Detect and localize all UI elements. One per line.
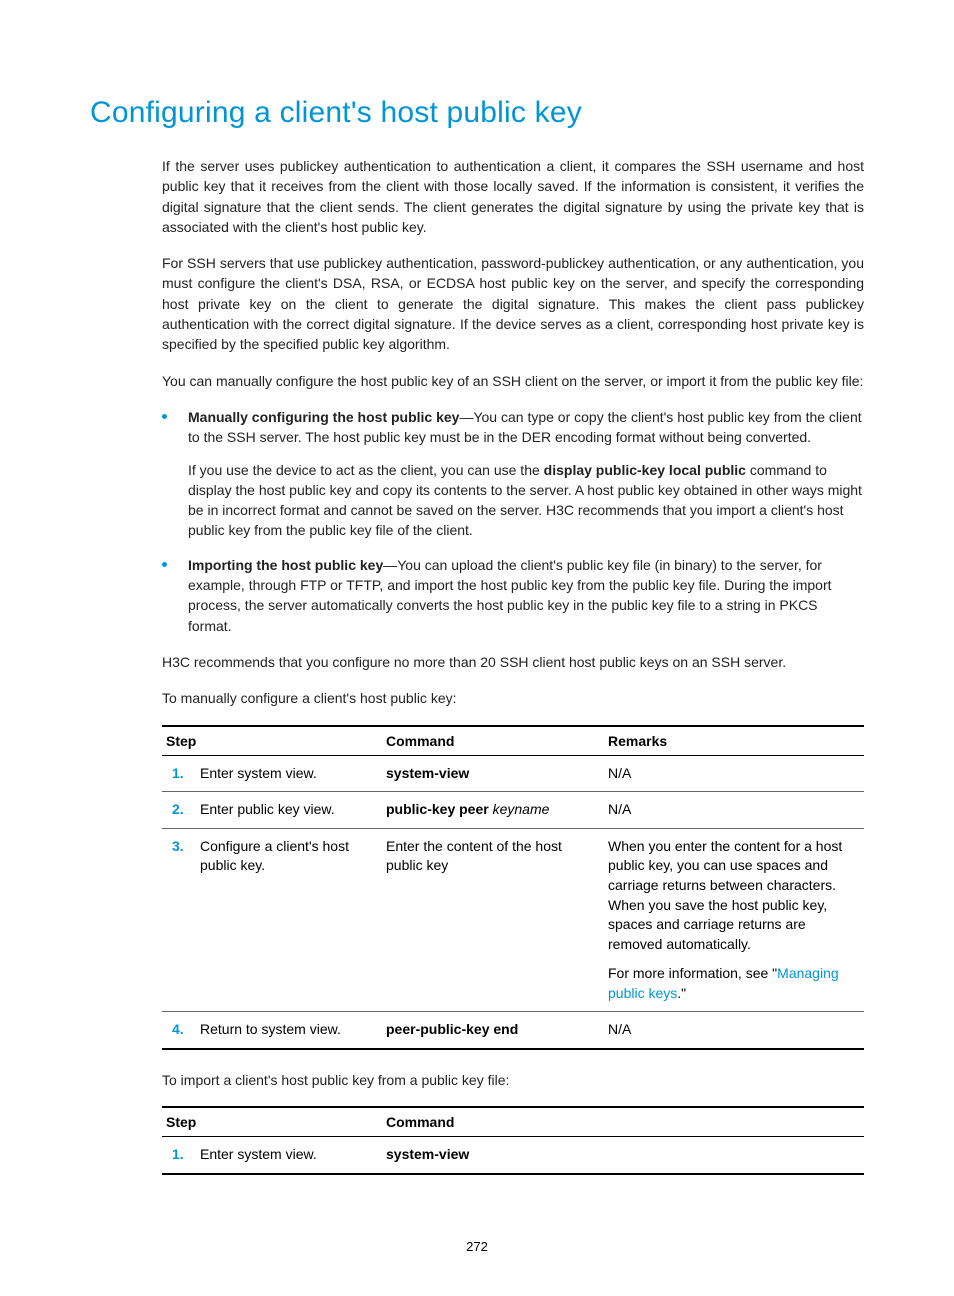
bullet-manual-sub: If you use the device to act as the clie… <box>188 460 864 541</box>
th-remarks: Remarks <box>604 726 864 756</box>
section-heading: Configuring a client's host public key <box>90 96 864 130</box>
step-command: Enter the content of the host public key <box>382 828 604 1012</box>
table-row: 4. Return to system view. peer-public-ke… <box>162 1012 864 1049</box>
bullet-manual-sub-bold: display public-key local public <box>544 462 746 478</box>
step-remarks: N/A <box>604 755 864 792</box>
cmd-bold: public-key peer <box>386 801 493 817</box>
th-command: Command <box>382 726 604 756</box>
step-command: public-key peer keyname <box>382 792 604 829</box>
table-import-config: Step Command 1. Enter system view. syste… <box>162 1106 864 1175</box>
step-remarks: N/A <box>604 792 864 829</box>
remarks-b-post: ." <box>677 985 686 1001</box>
step-text: Enter public key view. <box>196 792 382 829</box>
th-step: Step <box>162 726 382 756</box>
step-command: peer-public-key end <box>382 1012 604 1049</box>
step-command: system-view <box>382 1137 864 1174</box>
table-manual-body: 1. Enter system view. system-view N/A 2.… <box>162 755 864 1049</box>
table-import-body: 1. Enter system view. system-view <box>162 1137 864 1174</box>
cmd-bold: system-view <box>386 765 469 781</box>
step-number: 1. <box>162 1137 196 1174</box>
page-number: 272 <box>0 1239 954 1254</box>
body-content: If the server uses publickey authenticat… <box>162 156 864 1175</box>
bullet-manual-sub-pre: If you use the device to act as the clie… <box>188 462 544 478</box>
table-row: 1. Enter system view. system-view <box>162 1137 864 1174</box>
step-text: Configure a client's host public key. <box>196 828 382 1012</box>
paragraph-manual-lead: To manually configure a client's host pu… <box>162 688 864 708</box>
remarks-b-pre: For more information, see " <box>608 965 777 981</box>
step-command: system-view <box>382 755 604 792</box>
step-remarks: When you enter the content for a host pu… <box>604 828 864 1012</box>
th-step-2: Step <box>162 1107 382 1137</box>
bullet-import: Importing the host public key—You can up… <box>162 555 864 636</box>
paragraph-recommend: H3C recommends that you configure no mor… <box>162 652 864 672</box>
step-text: Enter system view. <box>196 755 382 792</box>
paragraph-intro-1: If the server uses publickey authenticat… <box>162 156 864 237</box>
table-row: 2. Enter public key view. public-key pee… <box>162 792 864 829</box>
step-number: 4. <box>162 1012 196 1049</box>
step-remarks: N/A <box>604 1012 864 1049</box>
step-number: 3. <box>162 828 196 1012</box>
th-command-2: Command <box>382 1107 864 1137</box>
page: Configuring a client's host public key I… <box>0 0 954 1296</box>
step-text: Enter system view. <box>196 1137 382 1174</box>
paragraph-intro-2: For SSH servers that use publickey authe… <box>162 253 864 354</box>
bullet-list: Manually configuring the host public key… <box>162 407 864 636</box>
cmd-italic: keyname <box>493 801 550 817</box>
table-row: 3. Configure a client's host public key.… <box>162 828 864 1012</box>
table-manual-config: Step Command Remarks 1. Enter system vie… <box>162 725 864 1051</box>
step-number: 1. <box>162 755 196 792</box>
paragraph-intro-3: You can manually configure the host publ… <box>162 371 864 391</box>
step-text: Return to system view. <box>196 1012 382 1049</box>
table-row: 1. Enter system view. system-view N/A <box>162 755 864 792</box>
remarks-b: For more information, see "Managing publ… <box>608 964 856 1003</box>
bullet-import-lead: Importing the host public key <box>188 557 383 573</box>
cmd-bold: peer-public-key end <box>386 1021 518 1037</box>
paragraph-import-lead: To import a client's host public key fro… <box>162 1070 864 1090</box>
cmd-bold: system-view <box>386 1146 469 1162</box>
bullet-manual: Manually configuring the host public key… <box>162 407 864 541</box>
step-number: 2. <box>162 792 196 829</box>
bullet-manual-lead: Manually configuring the host public key <box>188 409 459 425</box>
remarks-a: When you enter the content for a host pu… <box>608 837 856 955</box>
